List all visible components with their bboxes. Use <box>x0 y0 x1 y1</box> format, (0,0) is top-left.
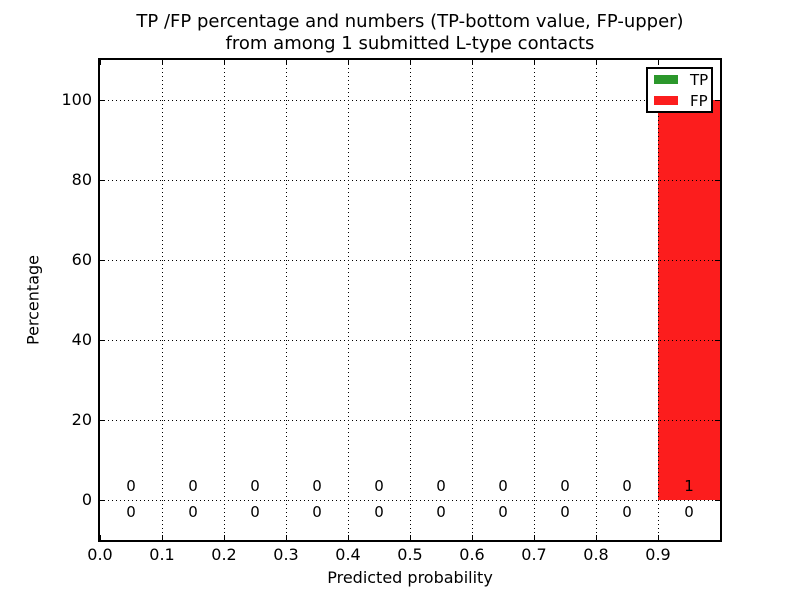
y-tick-mark <box>100 420 105 421</box>
count-label-tp: 0 <box>622 503 632 521</box>
gridline-vertical <box>348 60 349 540</box>
x-tick-mark <box>534 535 535 540</box>
x-tick-mark <box>286 60 287 65</box>
count-label-tp: 0 <box>498 503 508 521</box>
count-label-tp: 0 <box>560 503 570 521</box>
y-tick-label: 0 <box>81 490 92 509</box>
count-label-fp: 0 <box>498 477 508 495</box>
x-tick-mark <box>472 60 473 65</box>
legend-entry-tp: TP <box>648 71 711 89</box>
count-label-fp: 0 <box>126 477 136 495</box>
legend-entry-fp: FP <box>648 92 711 110</box>
y-tick-mark <box>715 180 720 181</box>
x-tick-mark <box>100 60 101 65</box>
x-tick-label: 0.6 <box>459 545 485 564</box>
gridline-vertical <box>162 60 163 540</box>
x-tick-mark <box>410 60 411 65</box>
x-tick-mark <box>596 60 597 65</box>
y-axis-label: Percentage <box>23 254 43 346</box>
y-tick-mark <box>715 340 720 341</box>
gridline-vertical <box>534 60 535 540</box>
y-tick-mark <box>100 500 105 501</box>
legend-swatch-fp-icon <box>654 96 678 105</box>
x-tick-label: 0.4 <box>335 545 361 564</box>
count-label-tp: 0 <box>436 503 446 521</box>
x-tick-mark <box>348 60 349 65</box>
count-label-fp: 0 <box>250 477 260 495</box>
count-label-fp: 0 <box>374 477 384 495</box>
x-tick-label: 0.7 <box>521 545 547 564</box>
y-tick-label: 80 <box>71 170 92 189</box>
y-tick-label: 40 <box>71 330 92 349</box>
chart-title-line1: TP /FP percentage and numbers (TP-bottom… <box>136 11 684 32</box>
gridline-horizontal <box>100 500 720 501</box>
y-tick-mark <box>100 340 105 341</box>
count-label-tp: 0 <box>684 503 694 521</box>
gridline-horizontal <box>100 420 720 421</box>
x-tick-label: 0.2 <box>211 545 237 564</box>
x-tick-mark <box>162 60 163 65</box>
x-tick-mark <box>658 60 659 65</box>
gridline-horizontal <box>100 180 720 181</box>
x-tick-label: 0.0 <box>87 545 113 564</box>
plot-area: 0 0 0 0 0 0 0 0 0 0 0 0 0 0 0 0 0 0 0 1 <box>100 60 720 540</box>
x-tick-label: 0.9 <box>645 545 671 564</box>
y-tick-mark <box>715 260 720 261</box>
count-label-tp: 0 <box>126 503 136 521</box>
x-tick-mark <box>162 535 163 540</box>
y-tick-label: 20 <box>71 410 92 429</box>
y-tick-mark <box>100 180 105 181</box>
chart-title-line2: from among 1 submitted L-type contacts <box>225 33 595 54</box>
x-tick-mark <box>286 535 287 540</box>
y-tick-mark <box>100 100 105 101</box>
gridline-horizontal <box>100 260 720 261</box>
gridline-vertical <box>472 60 473 540</box>
y-tick-mark <box>715 100 720 101</box>
gridline-horizontal <box>100 100 720 101</box>
gridline-horizontal <box>100 340 720 341</box>
count-label-fp: 0 <box>188 477 198 495</box>
x-tick-mark <box>348 535 349 540</box>
x-tick-label: 0.5 <box>397 545 423 564</box>
x-tick-mark <box>224 60 225 65</box>
count-label-fp: 1 <box>684 477 694 495</box>
count-label-fp: 0 <box>622 477 632 495</box>
legend-label-tp: TP <box>690 70 709 89</box>
legend: TP FP <box>646 67 713 113</box>
x-tick-mark <box>100 535 101 540</box>
gridline-vertical <box>410 60 411 540</box>
x-tick-label: 0.1 <box>149 545 175 564</box>
y-tick-label: 60 <box>71 250 92 269</box>
chart-title: TP /FP percentage and numbers (TP-bottom… <box>100 11 720 55</box>
count-label-tp: 0 <box>188 503 198 521</box>
x-tick-mark <box>658 535 659 540</box>
gridline-vertical <box>658 60 659 540</box>
x-tick-mark <box>472 535 473 540</box>
x-tick-mark <box>534 60 535 65</box>
gridline-vertical <box>224 60 225 540</box>
count-label-tp: 0 <box>312 503 322 521</box>
y-tick-mark <box>100 260 105 261</box>
fp-bar <box>658 100 720 500</box>
x-axis-label: Predicted probability <box>327 568 493 587</box>
y-tick-mark <box>715 420 720 421</box>
x-tick-label: 0.8 <box>583 545 609 564</box>
count-label-fp: 0 <box>312 477 322 495</box>
count-label-fp: 0 <box>436 477 446 495</box>
x-tick-mark <box>410 535 411 540</box>
count-label-tp: 0 <box>374 503 384 521</box>
x-tick-mark <box>596 535 597 540</box>
gridline-vertical <box>286 60 287 540</box>
y-tick-label: 100 <box>61 90 92 109</box>
legend-label-fp: FP <box>690 91 708 110</box>
legend-swatch-tp-icon <box>654 75 678 84</box>
count-label-fp: 0 <box>560 477 570 495</box>
gridline-vertical <box>596 60 597 540</box>
x-tick-label: 0.3 <box>273 545 299 564</box>
count-label-tp: 0 <box>250 503 260 521</box>
x-tick-mark <box>224 535 225 540</box>
y-tick-mark <box>715 500 720 501</box>
